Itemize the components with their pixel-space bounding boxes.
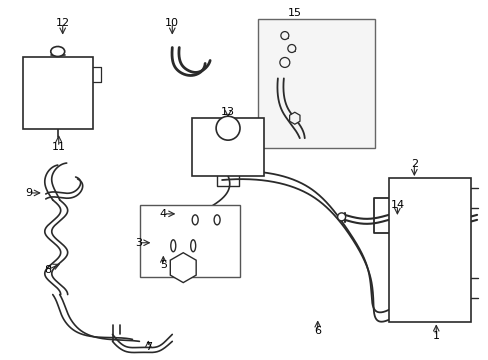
Text: 13: 13 [221, 107, 235, 117]
Ellipse shape [51, 46, 64, 57]
Circle shape [216, 116, 240, 140]
Text: 8: 8 [44, 265, 51, 275]
Text: 2: 2 [410, 159, 417, 169]
Text: 1: 1 [432, 332, 439, 341]
Text: 3: 3 [135, 238, 142, 248]
Ellipse shape [170, 240, 175, 252]
Circle shape [287, 45, 295, 53]
Circle shape [337, 213, 345, 221]
Text: 10: 10 [165, 18, 179, 28]
Ellipse shape [214, 215, 220, 225]
Bar [140, 205, 240, 276]
Bar [258, 19, 375, 148]
Bar [192, 118, 264, 176]
Text: 4: 4 [160, 209, 166, 219]
Text: 14: 14 [389, 200, 404, 210]
Text: 12: 12 [56, 18, 70, 28]
Ellipse shape [190, 240, 195, 252]
Text: 5: 5 [160, 260, 166, 270]
Text: 6: 6 [314, 327, 321, 336]
Text: 9: 9 [25, 188, 32, 198]
FancyBboxPatch shape [23, 58, 92, 129]
Text: 15: 15 [287, 8, 301, 18]
Bar [388, 178, 470, 323]
Ellipse shape [192, 215, 198, 225]
Text: 7: 7 [144, 342, 152, 352]
Circle shape [279, 58, 289, 67]
Text: 11: 11 [52, 142, 65, 152]
Circle shape [280, 32, 288, 40]
